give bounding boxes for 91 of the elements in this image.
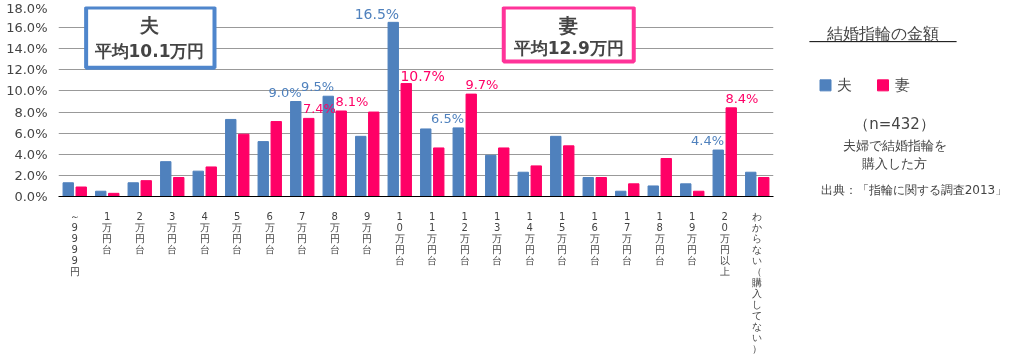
bar [530,165,542,197]
annotation: 平均10.1万円 [93,41,205,62]
annotation: 夫 [139,13,159,36]
data-label: 6.5% [431,110,465,126]
y-tick-label: 8.0% [14,104,48,120]
bar [387,21,399,197]
x-tick-label: 12万円台 [459,210,470,266]
bar [335,110,347,197]
bar [745,171,757,197]
bar [595,177,607,197]
bar [452,127,464,197]
bar [75,186,87,197]
bar [758,177,770,197]
bar [550,135,562,197]
legend-label: 妻 [894,76,910,95]
x-tick-label: 8万円台 [329,210,340,255]
legend-label: 夫 [837,76,852,95]
bar [725,107,737,197]
bar [62,182,74,197]
text: （n=432） [854,114,935,133]
x-tick-label: 18万円台 [654,210,665,266]
bar [647,185,659,197]
x-tick-label: 15万円台 [557,210,568,266]
x-tick-label: 16万円台 [589,210,600,266]
x-tick-label: 5万円台 [232,210,243,255]
bar [238,133,250,197]
x-tick-label: 7万円台 [297,210,308,255]
data-label: 10.7% [400,67,445,84]
bar [628,183,640,197]
x-tick-label: 9万円台 [362,210,373,255]
bar [127,182,139,197]
bar [615,190,627,197]
data-label: 16.5% [354,6,400,23]
text: 結婚指輪の金額 [826,23,939,43]
bar [660,158,672,197]
y-tick-label: 14.0% [6,41,48,57]
bar [680,183,692,197]
x-tick-label: 1万円台 [102,210,113,255]
bar [140,180,152,197]
bar [290,101,302,197]
x-tick-label: 3万円台 [167,210,178,255]
data-label: 8.1% [335,94,369,109]
y-tick-label: 10.0% [6,83,48,99]
bar [160,161,172,197]
x-tick-label: 14万円台 [524,210,535,266]
y-tick-label: 16.0% [6,20,48,36]
bar [95,190,107,197]
bar [712,149,724,197]
x-tick-label: 4万円台 [199,210,210,255]
y-tick-label: 0.0% [14,189,48,204]
x-tick-label: 17万円台 [622,210,633,266]
x-tick-label: 10万円台 [394,210,405,266]
data-label: 8.4% [725,90,759,106]
x-tick-label: ～9999円 [69,210,80,277]
y-tick-label: 18.0% [6,0,48,16]
y-tick-label: 12.0% [6,62,48,78]
bar [303,117,315,197]
category-label: わからない（購入してない） [752,210,763,354]
text: 夫婦で結婚指輪を購入した方 [842,137,947,171]
x-tick-label: 13万円台 [492,210,503,266]
bar [173,177,185,197]
source-note: 出典：「指輪に関する調査2013」 [820,183,1008,198]
x-tick-label: 20万円以上 [719,210,730,277]
y-tick-label: 4.0% [14,146,48,162]
x-tick-label: 11万円台 [427,210,438,266]
bar [485,154,497,197]
bar [192,170,204,197]
bar [498,147,510,197]
bar [270,121,282,197]
data-label: 4.4% [691,133,725,149]
data-label: 9.7% [465,77,499,93]
bar [693,190,705,197]
annotation: 平均12.9万円 [512,38,624,59]
bar [225,118,237,197]
x-tick-label: 19万円台 [687,210,698,266]
x-tick-label: 2万円台 [134,210,145,255]
bar [400,83,412,197]
bar [563,145,575,197]
bar [465,93,477,197]
bar [368,111,380,197]
x-tick-label: 6万円台 [264,210,275,255]
bar [355,135,367,197]
bar [517,171,529,197]
bar [433,147,445,197]
bar [257,141,269,197]
bar [205,166,217,197]
bar [420,128,432,197]
y-tick-label: 6.0% [14,125,48,141]
bar [582,177,594,197]
annotation: 妻 [558,13,579,36]
y-tick-label: 2.0% [14,167,48,183]
